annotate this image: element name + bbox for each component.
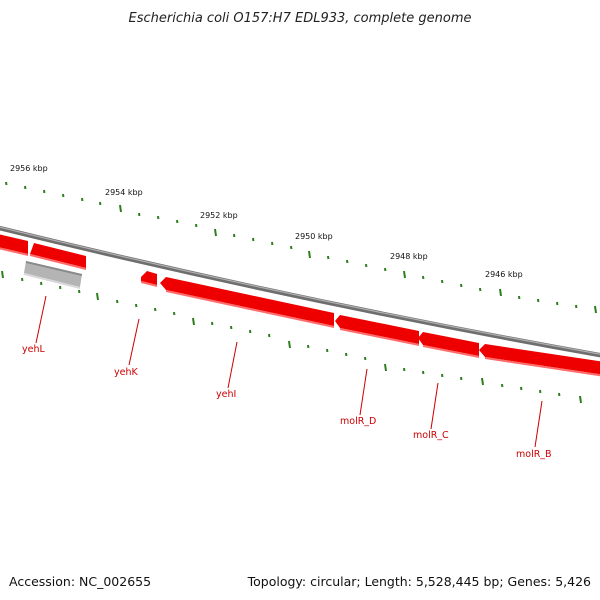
scale-label: 2956 kbp: [10, 164, 48, 173]
scale-label: 2952 kbp: [200, 211, 238, 220]
gene-arrow-shade: [340, 328, 419, 346]
gene-labels: yehL yehK yehI molR_D molR_C molR_B: [22, 344, 552, 460]
pseudo-gene-bar[interactable]: [24, 261, 82, 287]
leader-line: [430, 382, 439, 430]
outer-tick-ring: [5, 181, 597, 314]
pseudo-gene-top: [26, 261, 82, 276]
gene-arrow[interactable]: [160, 277, 334, 326]
map-title: Escherichia coli O157:H7 EDL933, complet…: [129, 11, 472, 26]
gene-arrow[interactable]: [479, 344, 600, 375]
gene-leaders: [35, 295, 543, 448]
leader-line: [35, 295, 47, 344]
gene-arrow[interactable]: [418, 332, 479, 356]
leader-line: [359, 368, 368, 416]
leader-line: [534, 400, 543, 448]
gene-label-yehK[interactable]: yehK: [114, 367, 138, 378]
gene-arrow[interactable]: [30, 243, 86, 268]
gene-arrow-shade: [0, 247, 28, 256]
gene-arrow[interactable]: [141, 271, 157, 285]
scale-label: 2950 kbp: [295, 232, 333, 241]
gene-label-yehL[interactable]: yehL: [22, 344, 45, 355]
gene-arrow-shade: [141, 281, 157, 287]
gene-arrow-shade: [30, 254, 86, 270]
pseudo-gene-shade: [24, 273, 80, 289]
gene-arrow-shade: [423, 345, 479, 358]
gene-label-molR_D[interactable]: molR_D: [340, 416, 376, 427]
gene-label-molR_C[interactable]: molR_C: [413, 430, 449, 441]
inner-tick-ring: [1, 270, 582, 404]
scale-label: 2946 kbp: [485, 270, 523, 279]
accession-text: Accession: NC_002655: [9, 574, 151, 589]
gene-features: [0, 234, 600, 377]
scale-label: 2948 kbp: [390, 252, 428, 261]
leader-line: [128, 318, 140, 366]
leader-line: [227, 341, 238, 389]
genome-backbone: [0, 225, 600, 358]
genome-summary-text: Topology: circular; Length: 5,528,445 bp…: [247, 574, 591, 589]
gene-label-molR_B[interactable]: molR_B: [516, 449, 552, 460]
scale-labels: 2956 kbp 2954 kbp 2952 kbp 2950 kbp 2948…: [10, 164, 523, 279]
gene-arrow-shade: [166, 290, 334, 328]
gene-arrow-shade: [485, 357, 600, 377]
gene-arrow[interactable]: [0, 234, 28, 254]
gene-arrow[interactable]: [335, 315, 419, 344]
scale-label: 2954 kbp: [105, 188, 143, 197]
gene-label-yehI[interactable]: yehI: [216, 389, 236, 400]
